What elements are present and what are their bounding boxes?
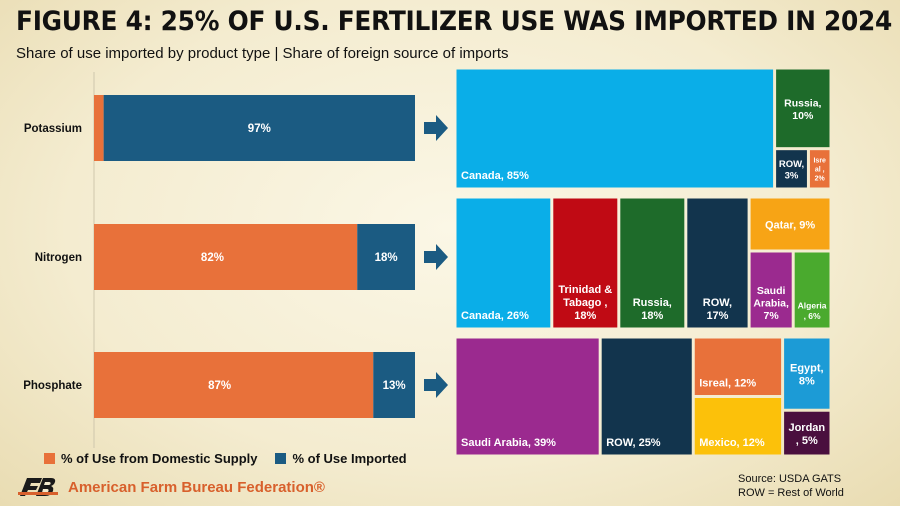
treemap-label-nitrogen-algeria-6-line-1: Algeria [798, 301, 827, 311]
treemap-label-nitrogen-row-17-line-2: 17% [706, 310, 728, 322]
row-note: ROW = Rest of World [738, 487, 844, 499]
arrow-icon-potassium [424, 115, 448, 141]
treemap-label-nitrogen-trinidad-tabago-18-line-3: 18% [574, 310, 596, 322]
treemap-tile-phosphate-mexico-12: Mexico, 12% [694, 398, 782, 455]
bar-label-phosphate-imported: 13% [383, 380, 406, 392]
treemap-label-potassium-row-3-line-1: ROW, [779, 159, 804, 170]
treemap-tile-phosphate-row-25: ROW, 25% [601, 338, 692, 455]
treemap-tile-phosphate-saudi-arabia-39: Saudi Arabia, 39% [456, 338, 599, 455]
bar-label-nitrogen-domestic: 82% [201, 252, 224, 264]
legend-label-domestic: % of Use from Domestic Supply [61, 451, 258, 466]
treemap-tile-phosphate-isreal-12: Isreal, 12% [694, 338, 782, 395]
treemap-tile-nitrogen-algeria-6: Algeria, 6% [794, 252, 830, 328]
treemap-label-potassium-isreal-2-line-2: al , [815, 166, 825, 173]
treemap-label-phosphate-saudi-arabia-39: Saudi Arabia, 39% [461, 437, 556, 449]
afbf-logo: American Farm Bureau Federation® [18, 476, 325, 498]
category-label-phosphate: Phosphate [23, 380, 82, 392]
treemap-label-nitrogen-trinidad-tabago-18-line-2: Tabago , [563, 297, 607, 309]
fb-logo-icon [18, 478, 58, 496]
treemap-label-potassium-russia-10-line-1: Russia, [784, 97, 821, 109]
bar-nitrogen-domestic [94, 224, 358, 290]
bar-phosphate-domestic [94, 352, 374, 418]
source-text: Source: USDA GATS [738, 473, 842, 485]
treemap-label-phosphate-isreal-12: Isreal, 12% [699, 378, 756, 390]
arrows [424, 115, 448, 398]
treemap-label-phosphate-egypt-8-line-1: Egypt, [790, 363, 824, 375]
treemap-tile-nitrogen-russia-18: Russia,18% [620, 198, 685, 328]
treemap-tile-nitrogen-qatar-9: Qatar, 9% [750, 198, 830, 250]
treemap-label-nitrogen-saudi-arabia-7-line-1: Saudi [757, 285, 786, 297]
treemap-tile-phosphate-egypt-8: Egypt,8% [784, 338, 830, 409]
treemap-label-potassium-row-3-line-2: 3% [785, 170, 799, 181]
category-label-nitrogen: Nitrogen [35, 252, 82, 264]
treemap-label-nitrogen-trinidad-tabago-18-line-1: Trinidad & [558, 284, 612, 296]
treemap-tile-potassium-row-3: ROW,3% [776, 150, 807, 188]
treemap-label-nitrogen-canada-26: Canada, 26% [461, 310, 529, 322]
page-title: FIGURE 4: 25% OF U.S. FERTILIZER USE WAS… [16, 6, 893, 37]
treemap-label-potassium-isreal-2-line-3: 2% [815, 175, 826, 182]
bar-potassium-domestic [94, 95, 104, 161]
legend-item-imported: % of Use Imported [275, 451, 407, 466]
category-label-potassium: Potassium [24, 123, 82, 135]
legend-swatch-imported [275, 453, 287, 464]
treemap-tile-nitrogen-row-17: ROW,17% [687, 198, 748, 328]
treemap-label-phosphate-jordan-5-line-1: Jordan [788, 422, 825, 434]
legend-label-imported: % of Use Imported [292, 451, 407, 466]
bar-label-phosphate-domestic: 87% [208, 380, 231, 392]
legend-item-domestic: % of Use from Domestic Supply [44, 451, 257, 466]
bar-phosphate-imported [373, 352, 415, 418]
arrow-icon-nitrogen [424, 244, 448, 270]
page-subtitle: Share of use imported by product type | … [16, 45, 509, 62]
org-name: American Farm Bureau Federation® [68, 478, 325, 496]
treemap-label-nitrogen-russia-18-line-2: 18% [641, 310, 663, 322]
treemap-label-nitrogen-russia-18-line-1: Russia, [633, 297, 672, 309]
treemap-label-nitrogen-saudi-arabia-7-line-2: Arabia, [753, 298, 789, 310]
bar-label-nitrogen-imported: 18% [375, 252, 398, 264]
source-note: Source: USDA GATS ROW = Rest of World [738, 472, 844, 500]
treemaps: Canada, 85%Russia,10%ROW,3%Isreal ,2%Can… [456, 69, 830, 455]
treemap-tile-potassium-isreal-2: Isre al , 2% [809, 150, 830, 188]
legend: % of Use from Domestic Supply % of Use I… [44, 451, 407, 466]
treemap-label-nitrogen-qatar-9: Qatar, 9% [765, 220, 815, 232]
treemap-label-potassium-isreal-2-line-1: Isre [813, 157, 826, 164]
treemap-tile-phosphate-jordan-5: Jordan, 5% [784, 411, 830, 455]
bar-label-potassium-imported: 97% [248, 123, 271, 135]
treemap-label-nitrogen-row-17-line-1: ROW, [703, 297, 732, 309]
bar-nitrogen-imported [357, 224, 415, 290]
arrow-icon-phosphate [424, 372, 448, 398]
treemap-tile-potassium-russia-10: Russia,10% [776, 69, 830, 148]
treemap-label-potassium-russia-10-line-2: 10% [792, 110, 814, 122]
legend-swatch-domestic [44, 453, 55, 464]
treemap-label-phosphate-egypt-8-line-2: 8% [799, 376, 815, 388]
treemap-label-phosphate-jordan-5-line-2: , 5% [796, 435, 818, 447]
bar-potassium-imported [103, 95, 415, 161]
treemap-label-phosphate-mexico-12: Mexico, 12% [699, 437, 765, 449]
treemap-tile-nitrogen-canada-26: Canada, 26% [456, 198, 551, 328]
treemap-tile-nitrogen-trinidad-tabago-18: Trinidad &Tabago ,18% [553, 198, 618, 328]
treemap-label-phosphate-row-25: ROW, 25% [606, 437, 661, 449]
stacked-bar-chart: Potassium3%97%Nitrogen82%18%Phosphate87%… [23, 72, 415, 448]
treemap-tile-potassium-canada-85: Canada, 85% [456, 69, 774, 188]
treemap-label-nitrogen-algeria-6-line-2: , 6% [804, 311, 821, 321]
treemap-label-potassium-canada-85: Canada, 85% [461, 170, 529, 182]
treemap-label-nitrogen-saudi-arabia-7-line-3: 7% [764, 310, 780, 322]
